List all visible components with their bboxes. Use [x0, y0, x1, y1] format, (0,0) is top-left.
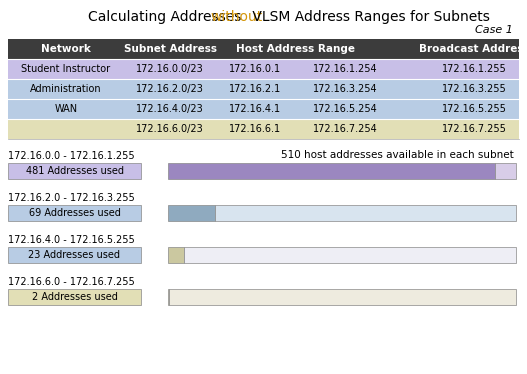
Text: Network: Network [41, 44, 91, 54]
Bar [168, 289, 169, 305]
Text: 172.16.2.1: 172.16.2.1 [229, 84, 281, 94]
Text: 172.16.1.254: 172.16.1.254 [313, 64, 377, 74]
Bar [8, 205, 141, 221]
Bar [495, 163, 516, 179]
Bar [169, 289, 516, 305]
Text: 172.16.1.255: 172.16.1.255 [442, 64, 506, 74]
Text: 172.16.0.0 - 172.16.1.255: 172.16.0.0 - 172.16.1.255 [8, 151, 134, 161]
Text: 172.16.6.1: 172.16.6.1 [229, 124, 281, 134]
Text: 172.16.7.255: 172.16.7.255 [442, 124, 506, 134]
Text: 172.16.6.0 - 172.16.7.255: 172.16.6.0 - 172.16.7.255 [8, 277, 135, 287]
Text: Calculating Addresses: Calculating Addresses [88, 10, 246, 24]
Text: VLSM Address Ranges for Subnets: VLSM Address Ranges for Subnets [248, 10, 490, 24]
Text: 69 Addresses used: 69 Addresses used [28, 208, 121, 218]
Bar [8, 289, 141, 305]
Text: without: without [210, 10, 262, 24]
Bar [8, 163, 141, 179]
Text: 172.16.0.1: 172.16.0.1 [229, 64, 281, 74]
Text: 172.16.6.0/23: 172.16.6.0/23 [136, 124, 204, 134]
Text: 172.16.2.0/23: 172.16.2.0/23 [136, 84, 204, 94]
Text: 172.16.7.254: 172.16.7.254 [313, 124, 377, 134]
Bar [215, 205, 516, 221]
Bar [8, 79, 519, 99]
Text: 510 host addresses available in each subnet: 510 host addresses available in each sub… [281, 150, 514, 160]
Bar [8, 119, 519, 139]
Text: 172.16.3.255: 172.16.3.255 [442, 84, 506, 94]
Text: Host Address Range: Host Address Range [236, 44, 355, 54]
Bar [8, 59, 519, 79]
Text: Broadcast Address: Broadcast Address [418, 44, 527, 54]
Text: 2 Addresses used: 2 Addresses used [32, 292, 118, 302]
Bar [8, 39, 519, 59]
Text: 172.16.4.1: 172.16.4.1 [229, 104, 281, 114]
Bar [168, 205, 215, 221]
Text: Student Instructor: Student Instructor [22, 64, 111, 74]
Text: Subnet Address: Subnet Address [123, 44, 217, 54]
Text: 23 Addresses used: 23 Addresses used [28, 250, 121, 260]
Bar [168, 247, 183, 263]
Bar [8, 247, 141, 263]
Text: WAN: WAN [54, 104, 77, 114]
Bar [8, 99, 519, 119]
Text: 481 Addresses used: 481 Addresses used [25, 166, 123, 176]
Text: 172.16.3.254: 172.16.3.254 [313, 84, 377, 94]
Text: 172.16.0.0/23: 172.16.0.0/23 [136, 64, 204, 74]
Text: 172.16.2.0 - 172.16.3.255: 172.16.2.0 - 172.16.3.255 [8, 193, 135, 203]
Text: Administration: Administration [30, 84, 102, 94]
Text: 172.16.4.0/23: 172.16.4.0/23 [136, 104, 204, 114]
Text: 172.16.4.0 - 172.16.5.255: 172.16.4.0 - 172.16.5.255 [8, 235, 135, 245]
Text: Case 1: Case 1 [475, 25, 513, 35]
Bar [183, 247, 516, 263]
Bar [168, 163, 495, 179]
Text: 172.16.5.255: 172.16.5.255 [442, 104, 506, 114]
Text: 172.16.5.254: 172.16.5.254 [313, 104, 377, 114]
